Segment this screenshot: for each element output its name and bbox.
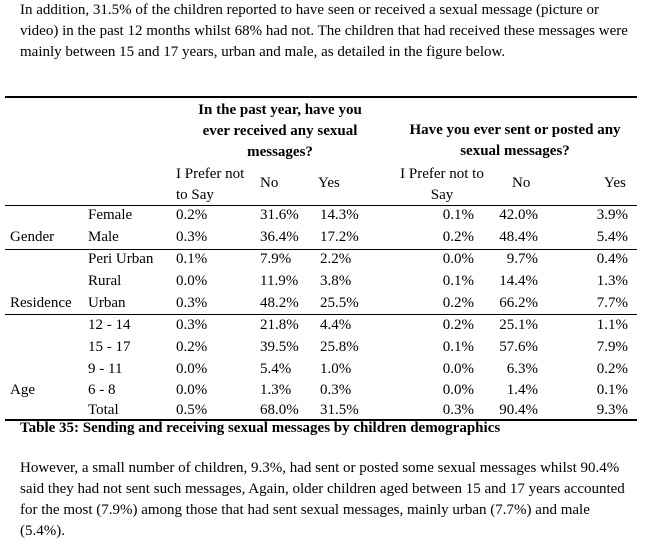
cell-sent-prefer: 0.1%	[442, 207, 474, 223]
cell-sent-no: 42.0%	[499, 207, 538, 223]
row-label: Female	[88, 207, 133, 223]
row-label: Urban	[88, 295, 126, 311]
cell-sent-prefer: 0.1%	[442, 339, 474, 355]
cell-sent-yes: 7.7%	[596, 295, 628, 311]
cell-received-no: 39.5%	[260, 339, 299, 355]
cell-sent-yes: 5.4%	[596, 229, 628, 245]
cell-sent-prefer: 0.2%	[442, 229, 474, 245]
rule-after-header	[5, 205, 637, 206]
closing-paragraph: However, a small number of children, 9.3…	[20, 460, 625, 539]
cell-received-yes: 0.3%	[320, 382, 352, 398]
cell-received-prefer: 0.2%	[176, 207, 208, 223]
cell-sent-yes: 0.2%	[596, 361, 628, 377]
cell-sent-yes: 0.4%	[596, 251, 628, 267]
cell-received-yes: 2.2%	[320, 251, 352, 267]
row-label: 15 - 17	[88, 339, 131, 355]
cell-received-no: 5.4%	[260, 361, 292, 377]
subheader-sent-prefer: I Prefer not to Say	[400, 166, 484, 203]
cell-sent-no: 9.7%	[506, 251, 538, 267]
cell-sent-yes: 1.3%	[596, 273, 628, 289]
cell-sent-no: 1.4%	[506, 382, 538, 398]
cell-received-prefer: 0.3%	[176, 229, 208, 245]
subheader-received-yes: Yes	[318, 175, 340, 191]
row-group-label: Age	[10, 382, 35, 398]
table-bottom-rule	[5, 419, 637, 421]
cell-sent-yes: 0.1%	[596, 382, 628, 398]
cell-received-prefer: 0.5%	[176, 402, 208, 418]
row-label: Total	[88, 402, 119, 418]
cell-received-no: 36.4%	[260, 229, 299, 245]
row-label: Male	[88, 229, 119, 245]
row-label: 12 - 14	[88, 317, 131, 333]
cell-sent-prefer: 0.0%	[442, 382, 474, 398]
cell-sent-no: 66.2%	[499, 295, 538, 311]
cell-received-yes: 14.3%	[320, 207, 359, 223]
row-group-label: Gender	[10, 229, 55, 245]
cell-received-yes: 17.2%	[320, 229, 359, 245]
cell-sent-yes: 7.9%	[596, 339, 628, 355]
cell-sent-no: 6.3%	[506, 361, 538, 377]
cell-sent-prefer: 0.2%	[442, 317, 474, 333]
cell-received-no: 7.9%	[260, 251, 292, 267]
cell-received-no: 31.6%	[260, 207, 299, 223]
cell-sent-yes: 9.3%	[596, 402, 628, 418]
cell-received-yes: 1.0%	[320, 361, 352, 377]
cell-received-prefer: 0.3%	[176, 295, 208, 311]
cell-received-yes: 25.5%	[320, 295, 359, 311]
cell-received-yes: 4.4%	[320, 317, 352, 333]
rule-after-residence	[5, 314, 637, 315]
cell-received-yes: 25.8%	[320, 339, 359, 355]
cell-received-prefer: 0.0%	[176, 273, 208, 289]
cell-received-prefer: 0.2%	[176, 339, 208, 355]
row-group-label: Residence	[10, 295, 72, 311]
cell-received-no: 11.9%	[260, 273, 299, 289]
row-label: Rural	[88, 273, 122, 289]
header-sent: Have you ever sent or posted any sexual …	[409, 122, 621, 159]
cell-sent-yes: 1.1%	[596, 317, 628, 333]
cell-received-no: 48.2%	[260, 295, 299, 311]
cell-received-yes: 3.8%	[320, 273, 352, 289]
subheader-sent-no: No	[512, 175, 531, 191]
cell-sent-no: 25.1%	[499, 317, 538, 333]
cell-sent-no: 48.4%	[499, 229, 538, 245]
subheader-received-no: No	[260, 175, 279, 191]
cell-received-prefer: 0.0%	[176, 361, 208, 377]
rule-after-gender	[5, 249, 637, 250]
table-top-rule	[5, 96, 637, 98]
cell-sent-prefer: 0.3%	[442, 402, 474, 418]
subheader-received-prefer: I Prefer not to Say	[176, 166, 245, 203]
cell-sent-prefer: 0.0%	[442, 361, 474, 377]
cell-sent-no: 14.4%	[499, 273, 538, 289]
cell-sent-prefer: 0.1%	[442, 273, 474, 289]
cell-received-no: 68.0%	[260, 402, 299, 418]
table-caption: Table 35: Sending and receiving sexual m…	[20, 420, 501, 436]
cell-sent-no: 90.4%	[499, 402, 538, 418]
cell-received-prefer: 0.3%	[176, 317, 208, 333]
subheader-sent-yes: Yes	[604, 175, 626, 191]
cell-received-no: 21.8%	[260, 317, 299, 333]
row-label: 9 - 11	[88, 361, 123, 377]
intro-paragraph: In addition, 31.5% of the children repor…	[20, 2, 628, 60]
row-label: 6 - 8	[88, 382, 116, 398]
row-label: Peri Urban	[88, 251, 154, 267]
cell-sent-prefer: 0.2%	[442, 295, 474, 311]
cell-received-yes: 31.5%	[320, 402, 359, 418]
cell-sent-prefer: 0.0%	[442, 251, 474, 267]
cell-received-prefer: 0.0%	[176, 382, 208, 398]
cell-received-no: 1.3%	[260, 382, 292, 398]
cell-sent-no: 57.6%	[499, 339, 538, 355]
header-received: In the past year, have you ever received…	[198, 102, 362, 160]
cell-received-prefer: 0.1%	[176, 251, 208, 267]
cell-sent-yes: 3.9%	[596, 207, 628, 223]
